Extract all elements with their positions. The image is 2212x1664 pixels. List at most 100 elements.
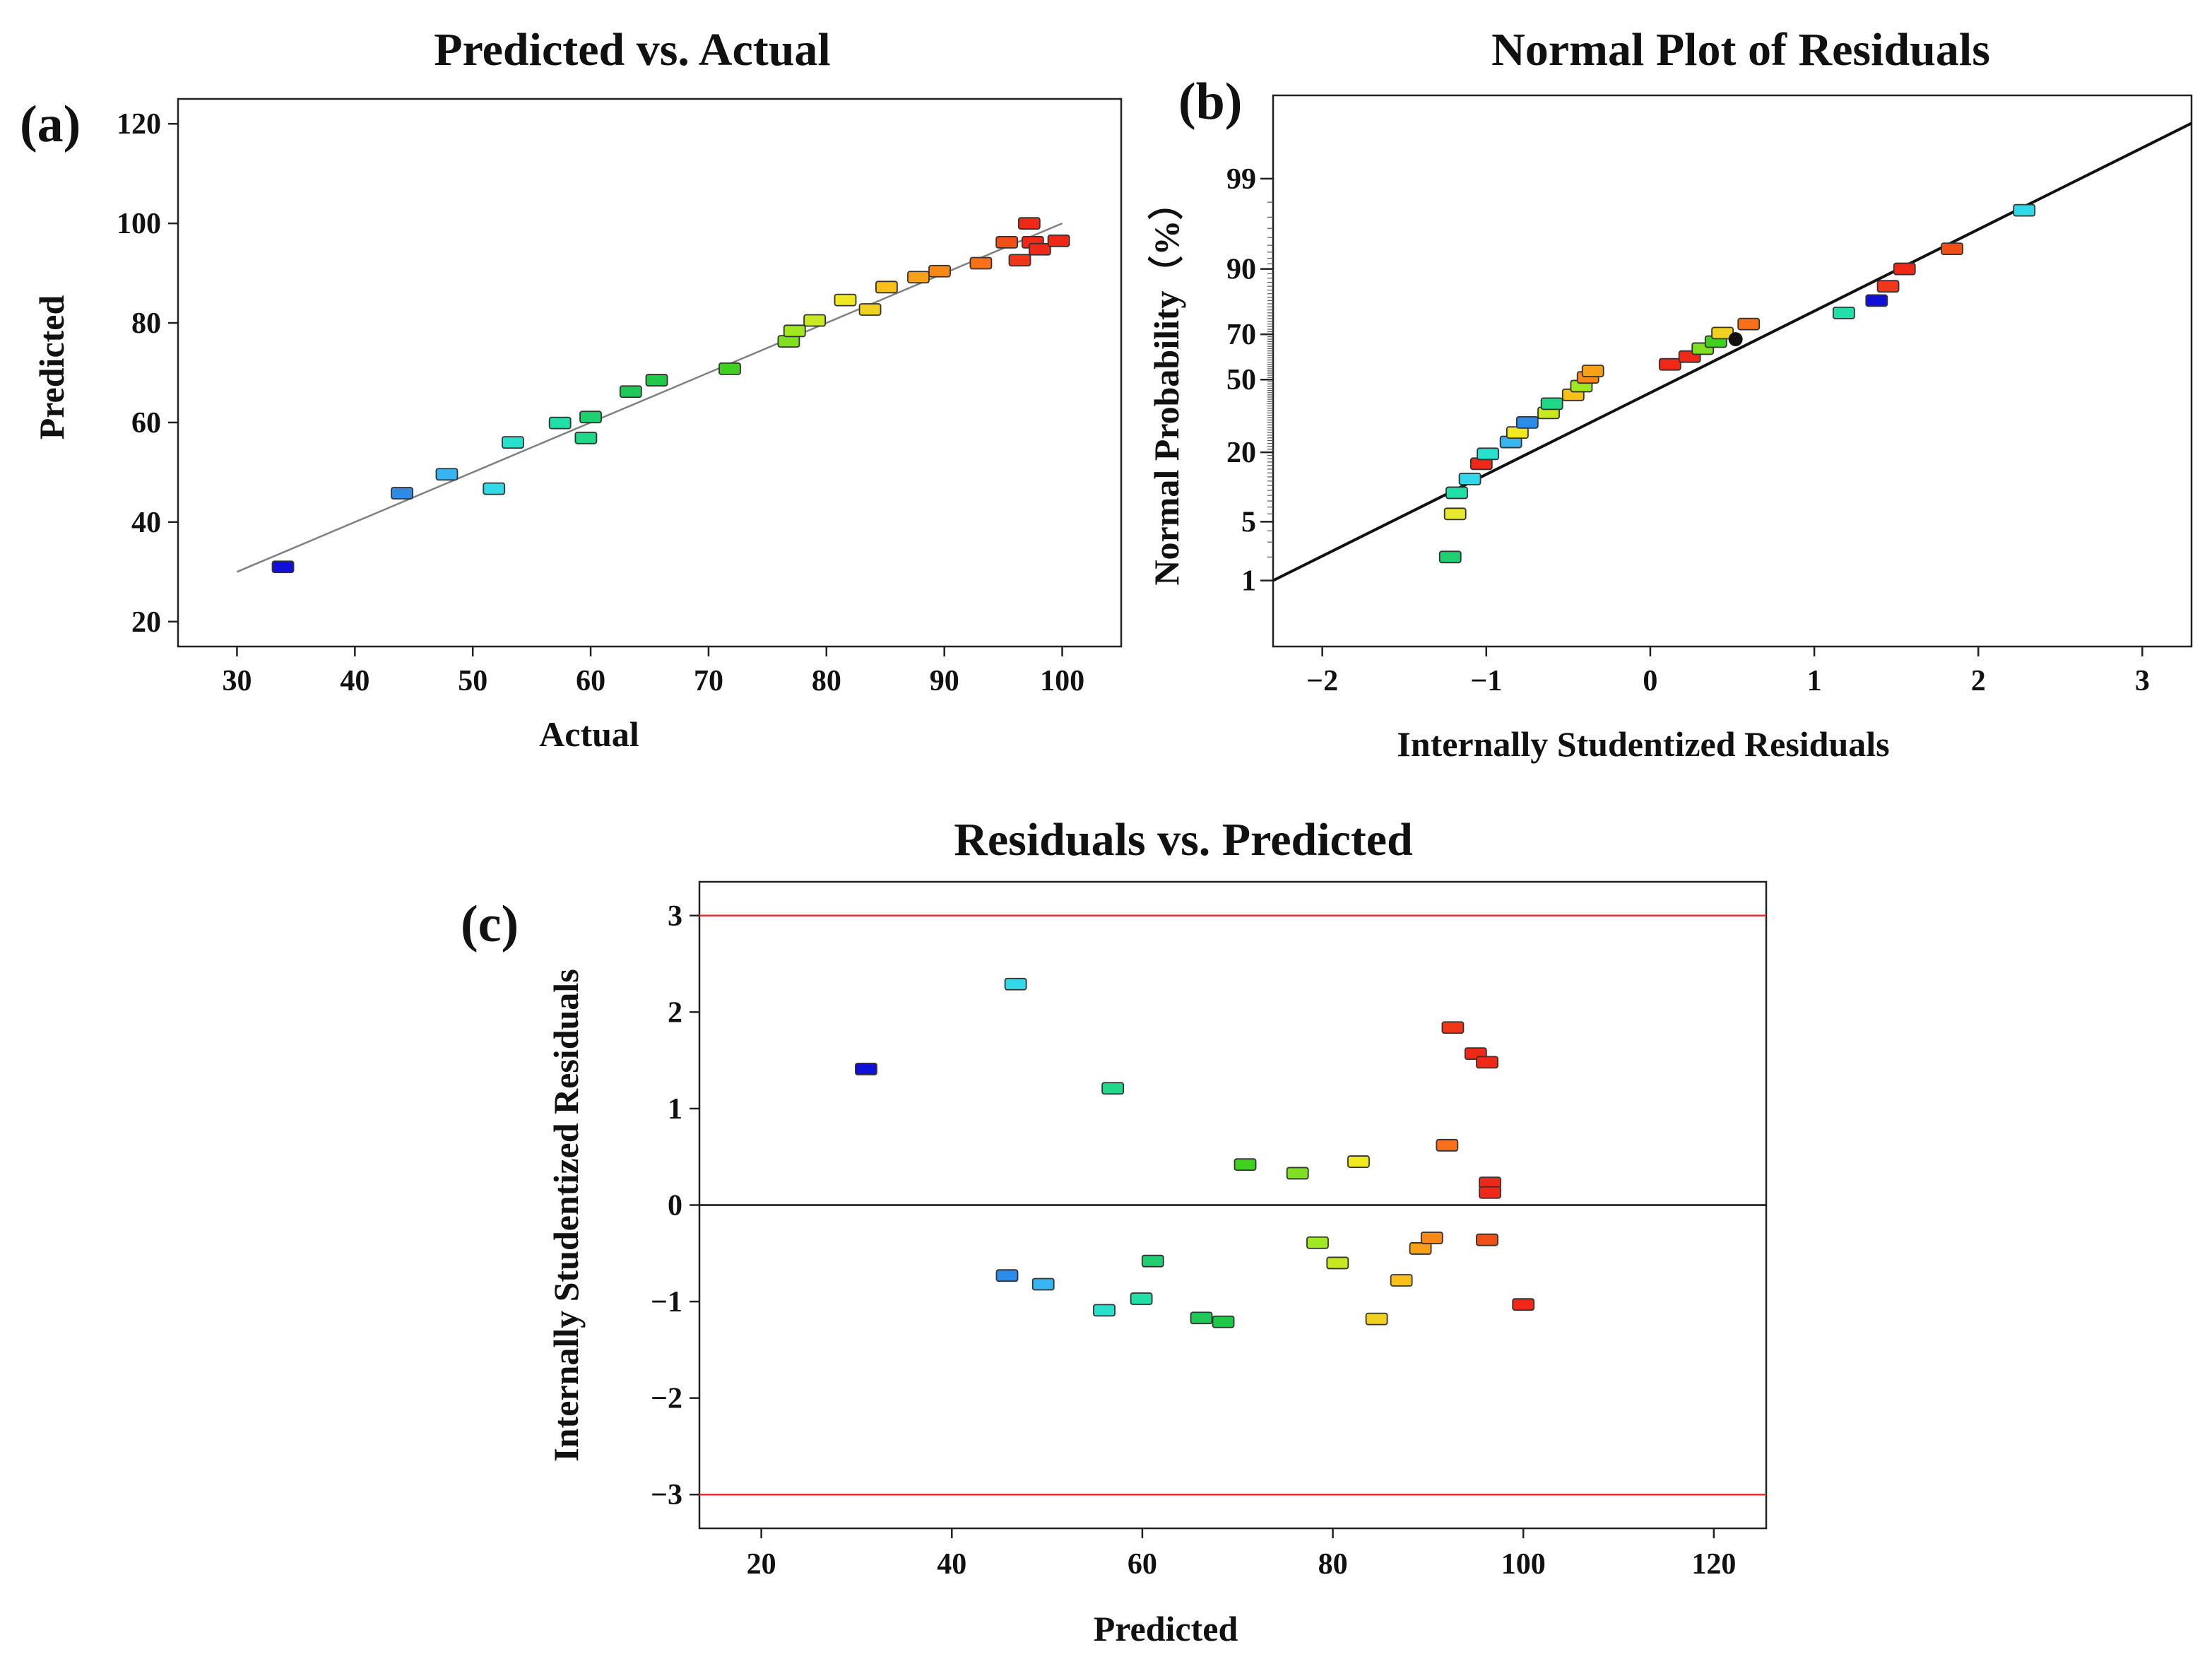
panel-a-title: Predicted vs. Actual bbox=[434, 24, 831, 76]
panel-c-point bbox=[1436, 1138, 1459, 1152]
panel-c-ytick-label: 3 bbox=[668, 900, 682, 933]
panel-b-xtick-label: 0 bbox=[1643, 665, 1657, 697]
panel-c-reference-lines bbox=[699, 914, 1766, 1496]
panel-b-point bbox=[1658, 358, 1681, 371]
panel-c-ylabel: Internally Studentized Residuals bbox=[546, 969, 586, 1461]
panel-a-point bbox=[645, 374, 668, 387]
panel-b-point bbox=[1832, 306, 1855, 319]
panel-c-xtick-label: 40 bbox=[937, 1548, 966, 1581]
panel-b-point bbox=[1581, 365, 1604, 377]
panel-b-point bbox=[1515, 415, 1539, 429]
panel-a-point bbox=[391, 487, 413, 500]
panel-a-xtick-label: 60 bbox=[576, 665, 605, 697]
panel-c-label: (c) bbox=[461, 895, 519, 953]
panel-b-point bbox=[2013, 203, 2036, 217]
panel-a-tick-labels: 30 40 50 60 70 80 90 100 20 40 60 80 100 120 bbox=[117, 108, 1084, 697]
panel-b-point bbox=[1941, 242, 1963, 256]
panel-b-normal-plot: Normal Plot of Residuals (b) −2 −1 0 1 2 3 1 5 2… bbox=[1147, 24, 2193, 764]
panel-c-point bbox=[1286, 1167, 1309, 1180]
panel-b-xtick-label: 2 bbox=[1971, 665, 1986, 697]
panel-a-point bbox=[483, 482, 506, 495]
panel-c-point bbox=[1476, 1056, 1498, 1069]
panel-c-point bbox=[1234, 1158, 1257, 1172]
panel-c-point bbox=[1409, 1242, 1432, 1255]
panel-c-point bbox=[1347, 1155, 1370, 1168]
panel-a-point bbox=[803, 314, 827, 327]
panel-c-title: Residuals vs. Predicted bbox=[954, 814, 1413, 866]
panel-b-center-point bbox=[1728, 332, 1743, 347]
panel-c-xtick-label: 20 bbox=[747, 1548, 776, 1581]
panel-a-xtick-label: 90 bbox=[930, 665, 959, 697]
panel-b-title: Normal Plot of Residuals bbox=[1491, 24, 1990, 76]
panel-a-ytick-label: 60 bbox=[131, 407, 161, 439]
panel-a-point bbox=[875, 281, 898, 294]
panel-c-point bbox=[1479, 1186, 1501, 1199]
panel-a-point bbox=[548, 416, 572, 430]
panel-a-xlabel: Actual bbox=[539, 714, 639, 754]
panel-c-point bbox=[1512, 1298, 1535, 1311]
panel-b-xtick-label: 1 bbox=[1807, 665, 1822, 697]
panel-a-point bbox=[574, 431, 598, 444]
panel-c-point bbox=[1306, 1236, 1329, 1249]
panel-a-ytick-label: 120 bbox=[117, 108, 161, 141]
panel-b-ylabel: Normal Probability（%） bbox=[1147, 184, 1186, 585]
panel-c-point bbox=[1390, 1274, 1413, 1287]
panel-a-point bbox=[1017, 217, 1041, 230]
panel-c-point bbox=[1420, 1232, 1443, 1244]
panel-a-point bbox=[969, 256, 993, 270]
panel-a-point bbox=[995, 236, 1019, 249]
panel-a-point bbox=[858, 303, 882, 316]
panel-c-point bbox=[855, 1063, 877, 1075]
panel-a-point bbox=[271, 560, 295, 574]
panel-b-point bbox=[1540, 397, 1563, 411]
panel-a-ylabel: Predicted bbox=[32, 295, 71, 440]
panel-a-point bbox=[579, 411, 602, 424]
panel-a-points bbox=[271, 217, 1070, 574]
panel-b-point bbox=[1477, 447, 1500, 461]
panel-a-xtick-label: 30 bbox=[222, 665, 252, 697]
panel-a-plot-frame bbox=[177, 98, 1123, 648]
panel-b-point bbox=[1445, 486, 1468, 500]
panel-b-ytick-label: 50 bbox=[1226, 364, 1256, 396]
panel-a-xtick-label: 80 bbox=[812, 665, 841, 697]
panel-a-ticks bbox=[168, 122, 1063, 656]
panel-c-xlabel: Predicted bbox=[1094, 1609, 1238, 1648]
panel-b-ytick-label: 99 bbox=[1226, 163, 1256, 196]
panel-c-ytick-label: 0 bbox=[668, 1190, 682, 1222]
panel-a-point bbox=[619, 385, 642, 399]
panel-c-point bbox=[1476, 1233, 1498, 1246]
panel-a-point bbox=[1028, 242, 1051, 256]
panel-a-point bbox=[718, 362, 741, 375]
panel-a-xtick-label: 40 bbox=[340, 665, 369, 697]
panel-c-ytick-label: −2 bbox=[651, 1383, 682, 1415]
panel-c-point bbox=[1190, 1311, 1213, 1325]
panel-b-ytick-label: 5 bbox=[1241, 506, 1256, 538]
panel-b-ytick-label: 1 bbox=[1241, 565, 1256, 598]
panel-b-ytick-label: 90 bbox=[1226, 254, 1256, 286]
panel-b-xtick-label: −2 bbox=[1306, 665, 1338, 697]
panel-b-point bbox=[1737, 317, 1761, 331]
panel-c-point bbox=[1130, 1292, 1153, 1305]
panel-b-xtick-label: 3 bbox=[2135, 665, 2150, 697]
panel-b-point bbox=[1876, 280, 1900, 293]
panel-c-point bbox=[1101, 1082, 1125, 1095]
panel-a-point bbox=[435, 468, 459, 481]
panel-c-ytick-label: −1 bbox=[651, 1286, 682, 1318]
panel-a-point bbox=[777, 335, 800, 348]
panel-a-point bbox=[907, 271, 930, 284]
panel-b-plot-frame bbox=[1272, 94, 2193, 648]
panel-a-ytick-label: 100 bbox=[117, 208, 161, 240]
panel-b-label: (b) bbox=[1178, 73, 1242, 131]
panel-a-xtick-label: 70 bbox=[694, 665, 723, 697]
panel-b-point bbox=[1438, 550, 1462, 564]
panel-b-ticks bbox=[1260, 177, 2143, 656]
panel-c-xtick-label: 100 bbox=[1501, 1548, 1546, 1581]
panel-b-points bbox=[1438, 203, 2036, 564]
panel-b-xtick-label: −1 bbox=[1470, 665, 1502, 697]
panel-c-point bbox=[1326, 1256, 1349, 1270]
panel-a-point bbox=[1008, 254, 1031, 267]
panel-c-point bbox=[1212, 1315, 1235, 1328]
panel-c-ticks bbox=[690, 914, 1715, 1538]
panel-c-xtick-label: 120 bbox=[1691, 1548, 1736, 1581]
panel-a-point bbox=[1047, 234, 1070, 247]
